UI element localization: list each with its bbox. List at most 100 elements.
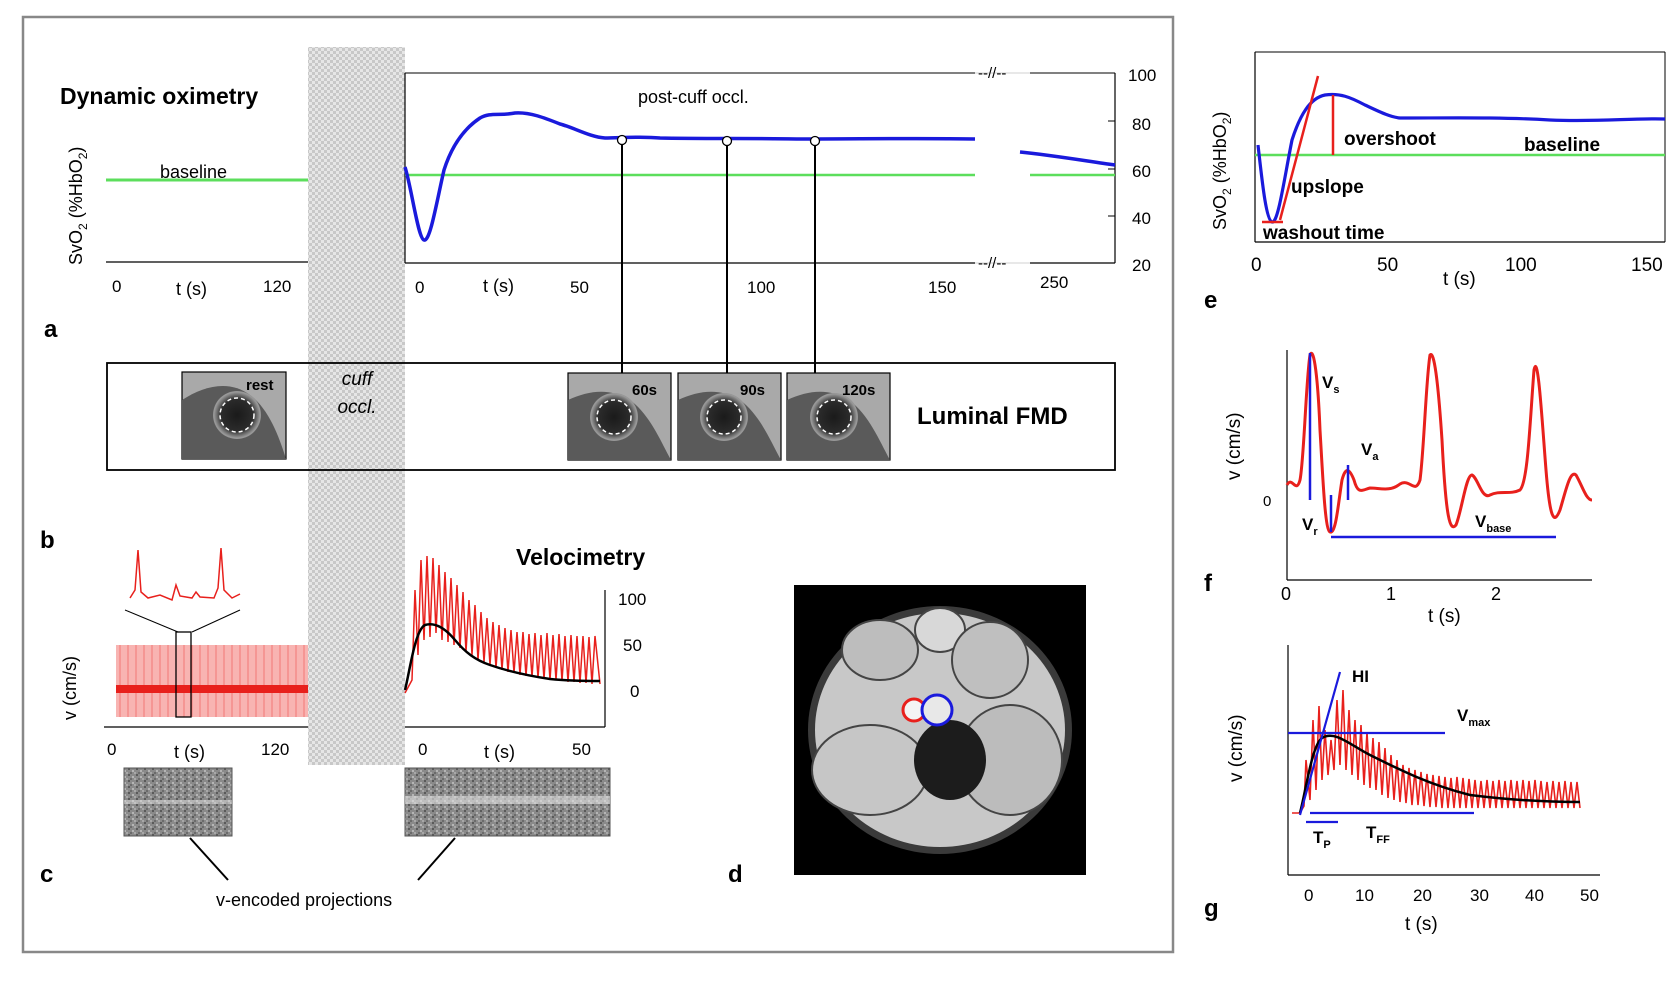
zoom-line-left	[124, 609, 179, 633]
projections-label: v-encoded projections	[216, 890, 392, 910]
panel-g-tick-0: 0	[1304, 886, 1313, 905]
figure-frame	[21, 15, 1175, 954]
hi-line	[1298, 671, 1342, 816]
ytick-100: 100	[1128, 66, 1156, 85]
snapshot-connectors	[621, 140, 816, 374]
snapshot-120s: 120s	[786, 372, 891, 461]
projection-pointer-right	[417, 837, 456, 881]
tp-label: TP	[1313, 828, 1331, 851]
panel-f-tick-2: 2	[1491, 584, 1501, 604]
vbase-label: Vbase	[1475, 512, 1511, 535]
panel-e-ylabel: SvO2 (%HbO2)	[1210, 112, 1234, 230]
panel-a-right-tick-50: 50	[570, 278, 589, 297]
panel-e-xlabel: t (s)	[1443, 269, 1476, 290]
panel-f-ylabel: v (cm/s)	[1224, 412, 1245, 480]
washout-label: washout time	[1262, 223, 1384, 244]
ytick-60: 60	[1132, 162, 1151, 181]
vr-label: Vr	[1302, 515, 1318, 538]
panel-g-trace	[1292, 689, 1581, 814]
upslope-label: upslope	[1291, 177, 1364, 198]
snapshot-60s: 60s	[567, 372, 672, 461]
vein-marker	[920, 693, 954, 727]
fmd-box	[106, 362, 1116, 471]
panel-c-right-xlabel: t (s)	[484, 742, 515, 762]
panel-a-letter: a	[44, 316, 58, 343]
panel-e-curve	[1256, 92, 1666, 224]
ytick-40: 40	[1132, 209, 1151, 228]
svo2-curve-late	[1019, 150, 1116, 167]
panel-c-left-xlabel: t (s)	[174, 742, 205, 762]
panel-c-left-tick-0: 0	[107, 740, 116, 759]
panel-d-letter: d	[728, 861, 743, 888]
panel-c-left-tick-120: 120	[261, 740, 289, 759]
upslope-line	[1278, 75, 1320, 221]
panel-a-right-xlabel: t (s)	[483, 276, 514, 296]
panel-f-xlabel: t (s)	[1428, 606, 1461, 627]
rest-image: rest	[181, 371, 287, 460]
panel-c-ytick-0: 0	[630, 682, 639, 701]
inset-waveform	[129, 547, 241, 602]
panel-g-tick-20: 20	[1413, 886, 1432, 905]
panel-f-waveform	[1285, 351, 1593, 534]
panel-a-right-tick-0: 0	[415, 278, 424, 297]
snapshot-markers	[616, 134, 821, 147]
panel-g-xlabel: t (s)	[1405, 914, 1438, 935]
panel-a-left-tick-0: 0	[112, 277, 121, 296]
panel-c-right-tick-0: 0	[418, 740, 427, 759]
velocity-trace	[404, 555, 601, 694]
panel-c-ytick-50: 50	[623, 636, 642, 655]
panel-e-tick-150: 150	[1631, 255, 1663, 276]
dense-signal-left	[116, 645, 308, 717]
ytick-80: 80	[1132, 115, 1151, 134]
break-mark-bottom: --//--	[978, 255, 1006, 272]
rest-label: rest	[246, 377, 274, 394]
panel-g-letter: g	[1204, 895, 1219, 922]
panel-b: rest 60s 90s 120s Luminal FMD b	[40, 362, 1116, 554]
vmax-label: Vmax	[1457, 706, 1491, 729]
panel-e-tick-0: 0	[1251, 255, 1262, 276]
panel-a-left-tick-120: 120	[263, 277, 291, 296]
zoom-box	[175, 631, 192, 718]
panel-g-tick-40: 40	[1525, 886, 1544, 905]
panel-g-tick-10: 10	[1355, 886, 1374, 905]
panel-g: v (cm/s) HI Vmax TP TFF 0 10 20 30 40 50…	[1204, 645, 1600, 935]
panel-a-plot-area	[404, 72, 1116, 264]
panel-a-ylabel: SvO2 (%HbO2)	[66, 147, 90, 265]
dense-signal-band	[116, 685, 308, 693]
baseline-label: baseline	[160, 162, 227, 182]
panel-f-tick-0: 0	[1281, 584, 1291, 604]
post-cuff-label: post-cuff occl.	[638, 87, 749, 107]
panel-e-baseline-label: baseline	[1524, 135, 1600, 156]
luminal-fmd-title: Luminal FMD	[917, 403, 1068, 430]
panel-f: v (cm/s) 0 Vs Va Vr Vbase 0 1 2 t (s) f	[1204, 350, 1593, 627]
panel-f-tick-1: 1	[1386, 584, 1396, 604]
panel-g-ylabel: v (cm/s)	[1226, 714, 1247, 782]
panel-a-right-tick-150: 150	[928, 278, 956, 297]
ytick-20: 20	[1132, 256, 1151, 275]
panel-c-ylabel: v (cm/s)	[60, 656, 80, 720]
projection-right-band	[405, 796, 610, 804]
panel-a-yticks: 100 80 60 40 20	[1108, 66, 1156, 275]
dense-signal-lines	[119, 645, 305, 717]
hi-label: HI	[1352, 667, 1369, 686]
panel-c-ytick-100: 100	[618, 590, 646, 609]
panel-e-tick-50: 50	[1377, 255, 1398, 276]
panel-c-right-tick-50: 50	[572, 740, 591, 759]
panel-c: Velocimetry v (cm/s) 0 t (s) 120 100 50 …	[40, 544, 646, 910]
panel-a-right-tick-250: 250	[1040, 273, 1068, 292]
svo2-curve	[403, 111, 976, 242]
cuff-occlusion-band	[308, 47, 405, 765]
cuff-label-1: cuff	[342, 369, 374, 390]
snapshot-90s-label: 90s	[740, 382, 765, 399]
overshoot-label: overshoot	[1344, 129, 1437, 150]
cuff-label-2: occl.	[337, 397, 376, 418]
vs-label: Vs	[1322, 373, 1339, 396]
snapshot-60s-label: 60s	[632, 382, 657, 399]
panel-g-mean	[1298, 734, 1581, 814]
va-label: Va	[1361, 440, 1379, 463]
panel-b-letter: b	[40, 527, 55, 554]
zoom-line-right	[191, 609, 241, 633]
snapshot-90s: 90s	[677, 372, 782, 461]
panel-f-letter: f	[1204, 570, 1213, 597]
